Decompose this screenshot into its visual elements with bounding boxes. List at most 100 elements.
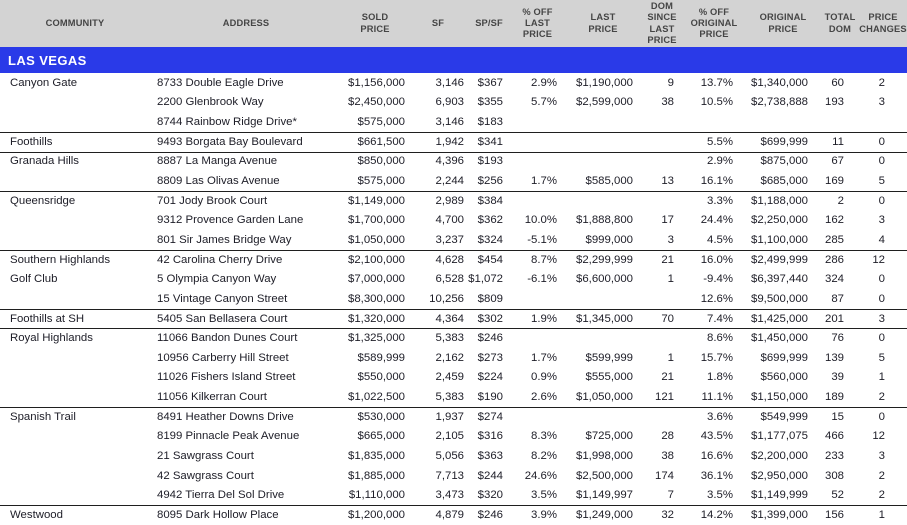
cell-original_price: $1,188,000	[750, 194, 808, 207]
cell-total_dom: 308	[824, 469, 844, 482]
cell-last_price: $585,000	[585, 175, 633, 188]
cell-pct_off_last: 1.7%	[531, 351, 557, 364]
cell-pct_off_original: 2.9%	[707, 155, 733, 168]
cell-original_price: $699,999	[760, 135, 808, 148]
column-header-sf: SF	[431, 17, 445, 28]
cell-pct_off_last: 10.0%	[524, 214, 557, 227]
cell-address: 11026 Fishers Island Street	[157, 371, 296, 384]
cell-price_changes: 0	[878, 194, 885, 207]
cell-price_changes: 1	[878, 508, 885, 521]
cell-price_changes: 2	[878, 489, 885, 502]
cell-address: 11066 Bandon Dunes Court	[157, 332, 298, 345]
cell-sold_price: $665,000	[357, 430, 405, 443]
cell-sp_sf: $384	[477, 194, 503, 207]
community-section: Southern Highlands 42 Carolina Cherry Dri…	[0, 250, 907, 309]
cell-sp_sf: $274	[477, 410, 503, 423]
cell-original_price: $2,950,000	[750, 469, 808, 482]
cell-last_price: $2,500,000	[575, 469, 633, 482]
table-row: Westwood 8095 Dark Hollow Place $1,200,000…	[0, 505, 907, 525]
cell-dom_since_last: 121	[654, 391, 674, 404]
cell-pct_off_original: 3.5%	[707, 489, 733, 502]
cell-price_changes: 0	[878, 332, 885, 345]
community-section: Granada Hills 8887 La Manga Avenue $850,00…	[0, 152, 907, 191]
cell-pct_off_last: 1.9%	[531, 312, 557, 325]
cell-original_price: $2,738,888	[750, 96, 808, 109]
cell-total_dom: 60	[831, 76, 844, 89]
cell-price_changes: 12	[872, 253, 885, 266]
cell-address: 801 Sir James Bridge Way	[157, 233, 292, 246]
cell-address: 9312 Provence Garden Lane	[157, 214, 304, 227]
column-header-last_price: LAST PRICE	[588, 12, 618, 34]
cell-sold_price: $1,320,000	[347, 312, 405, 325]
cell-original_price: $1,177,075	[750, 430, 808, 443]
cell-pct_off_original: 16.6%	[700, 449, 733, 462]
table-row: 11026 Fishers Island Street $550,000 2,459…	[0, 368, 907, 388]
cell-original_price: $875,000	[760, 155, 808, 168]
cell-original_price: $2,200,000	[750, 449, 808, 462]
cell-pct_off_last: 3.5%	[531, 489, 557, 502]
cell-sp_sf: $367	[477, 76, 503, 89]
cell-pct_off_last: -6.1%	[527, 273, 557, 286]
cell-last_price: $1,149,997	[575, 489, 633, 502]
cell-last_price: $1,345,000	[575, 312, 633, 325]
cell-price_changes: 2	[878, 391, 885, 404]
cell-sf: 10,256	[429, 292, 464, 305]
cell-price_changes: 0	[878, 155, 885, 168]
table-row: 801 Sir James Bridge Way $1,050,000 3,237 $…	[0, 230, 907, 250]
cell-pct_off_original: 14.2%	[700, 508, 733, 521]
cell-last_price: $1,888,800	[575, 214, 633, 227]
cell-sf: 6,528	[435, 273, 464, 286]
cell-sf: 1,942	[435, 135, 464, 148]
table-row: Foothills at SH 5405 San Bellasera Court $…	[0, 309, 907, 329]
cell-address: 15 Vintage Canyon Street	[157, 292, 288, 305]
cell-sf: 4,364	[435, 312, 464, 325]
cell-pct_off_original: 5.5%	[707, 135, 733, 148]
cell-address: 42 Carolina Cherry Drive	[157, 253, 283, 266]
cell-total_dom: 15	[831, 410, 844, 423]
table-row: 10956 Carberry Hill Street $589,999 2,162 $…	[0, 348, 907, 368]
column-header-total_dom: TOTAL DOM	[824, 12, 856, 34]
cell-pct_off_original: 10.5%	[700, 96, 733, 109]
cell-pct_off_last: 2.9%	[531, 76, 557, 89]
cell-sold_price: $1,700,000	[347, 214, 405, 227]
cell-dom_since_last: 7	[667, 489, 674, 502]
column-header-pct_off_original: % OFF ORIGINAL PRICE	[690, 6, 738, 40]
cell-pct_off_original: 43.5%	[700, 430, 733, 443]
cell-sp_sf: $190	[477, 391, 503, 404]
cell-sold_price: $661,500	[357, 135, 405, 148]
cell-community: Canyon Gate	[10, 76, 78, 89]
cell-pct_off_last: 8.7%	[531, 253, 557, 266]
cell-sold_price: $7,000,000	[347, 273, 405, 286]
cell-sold_price: $1,200,000	[347, 508, 405, 521]
cell-sold_price: $8,300,000	[347, 292, 405, 305]
cell-sold_price: $550,000	[357, 371, 405, 384]
cell-last_price: $1,998,000	[575, 449, 633, 462]
cell-original_price: $1,149,999	[750, 489, 808, 502]
cell-pct_off_last: 24.6%	[524, 469, 557, 482]
cell-sp_sf: $1,072	[468, 273, 503, 286]
column-header-pct_off_last: % OFF LAST PRICE	[522, 6, 553, 40]
cell-original_price: $560,000	[760, 371, 808, 384]
cell-dom_since_last: 1	[667, 273, 674, 286]
cell-sold_price: $850,000	[357, 155, 405, 168]
cell-original_price: $1,100,000	[750, 233, 808, 246]
cell-pct_off_last: 5.7%	[531, 96, 557, 109]
community-section: Westwood 8095 Dark Hollow Place $1,200,000…	[0, 505, 907, 525]
cell-original_price: $1,425,000	[750, 312, 808, 325]
cell-original_price: $1,450,000	[750, 332, 808, 345]
cell-sold_price: $1,110,000	[348, 489, 405, 502]
cell-total_dom: 2	[837, 194, 844, 207]
community-section: Foothills at SH 5405 San Bellasera Court $…	[0, 309, 907, 329]
column-header-price_changes: PRICE CHANGES	[859, 12, 907, 34]
cell-community: Granada Hills	[10, 155, 80, 168]
cell-sp_sf: $316	[477, 430, 503, 443]
cell-sf: 1,937	[435, 410, 464, 423]
cell-pct_off_last: 1.7%	[531, 175, 557, 188]
cell-address: 10956 Carberry Hill Street	[157, 351, 289, 364]
cell-sf: 6,903	[435, 96, 464, 109]
cell-sold_price: $589,999	[357, 351, 405, 364]
cell-pct_off_original: 7.4%	[707, 312, 733, 325]
cell-sp_sf: $256	[477, 175, 503, 188]
cell-total_dom: 76	[831, 332, 844, 345]
cell-pct_off_original: 1.8%	[707, 371, 733, 384]
